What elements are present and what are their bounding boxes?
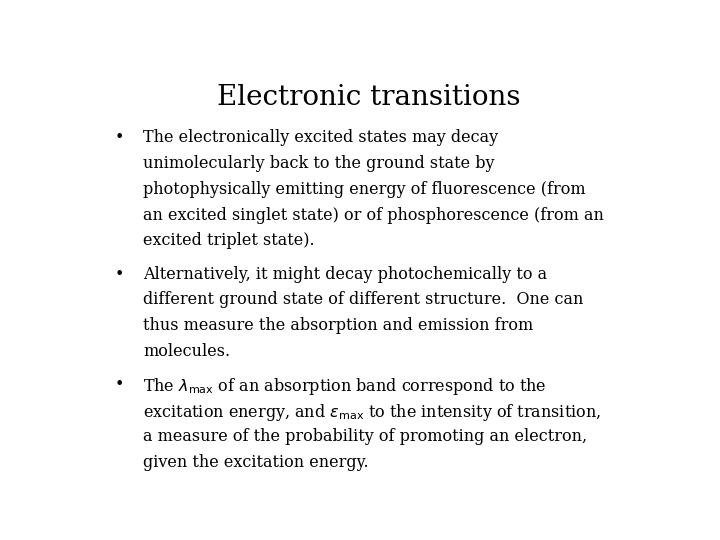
Text: thus measure the absorption and emission from: thus measure the absorption and emission…	[143, 317, 534, 334]
Text: a measure of the probability of promoting an electron,: a measure of the probability of promotin…	[143, 428, 587, 445]
Text: •: •	[115, 129, 125, 146]
Text: The electronically excited states may decay: The electronically excited states may de…	[143, 129, 498, 146]
Text: •: •	[115, 376, 125, 393]
Text: The $\lambda_{\mathrm{max}}$ of an absorption band correspond to the: The $\lambda_{\mathrm{max}}$ of an absor…	[143, 376, 546, 397]
Text: an excited singlet state) or of phosphorescence (from an: an excited singlet state) or of phosphor…	[143, 207, 604, 224]
Text: unimolecularly back to the ground state by: unimolecularly back to the ground state …	[143, 155, 495, 172]
Text: different ground state of different structure.  One can: different ground state of different stru…	[143, 292, 583, 308]
Text: Electronic transitions: Electronic transitions	[217, 84, 521, 111]
Text: photophysically emitting energy of fluorescence (from: photophysically emitting energy of fluor…	[143, 181, 585, 198]
Text: given the excitation energy.: given the excitation energy.	[143, 454, 369, 470]
Text: molecules.: molecules.	[143, 343, 230, 360]
Text: excitation energy, and $\varepsilon_{\mathrm{max}}$ to the intensity of transiti: excitation energy, and $\varepsilon_{\ma…	[143, 402, 601, 423]
Text: excited triplet state).: excited triplet state).	[143, 232, 315, 249]
Text: •: •	[115, 266, 125, 282]
Text: Alternatively, it might decay photochemically to a: Alternatively, it might decay photochemi…	[143, 266, 547, 282]
